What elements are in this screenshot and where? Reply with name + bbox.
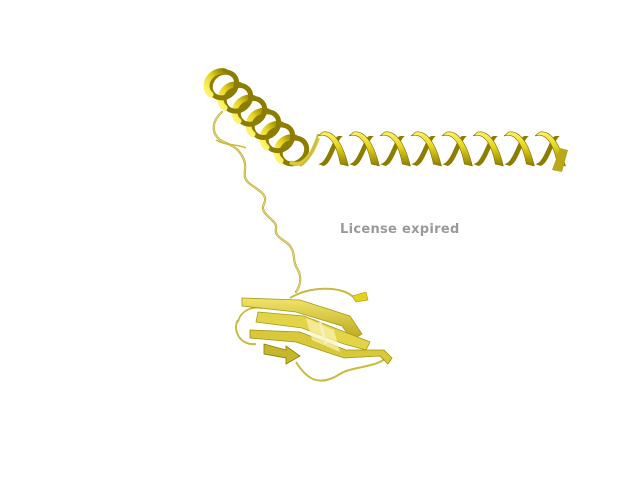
helix-end xyxy=(552,148,568,172)
helix-coil-front xyxy=(203,68,229,98)
helix-horizontal xyxy=(317,131,568,172)
helix-turn-front xyxy=(379,131,411,167)
helix-turn-front xyxy=(441,131,473,167)
beta-sheet xyxy=(235,287,393,382)
license-watermark: License expired xyxy=(340,222,460,237)
helix-turn-front xyxy=(317,131,349,167)
helix-turn-front xyxy=(503,131,535,167)
coil-linker xyxy=(212,110,319,294)
helix-turn-front xyxy=(472,131,504,167)
helix-turn-front xyxy=(348,131,380,167)
helix-turn-front xyxy=(410,131,442,167)
helix-diagonal xyxy=(203,68,320,167)
